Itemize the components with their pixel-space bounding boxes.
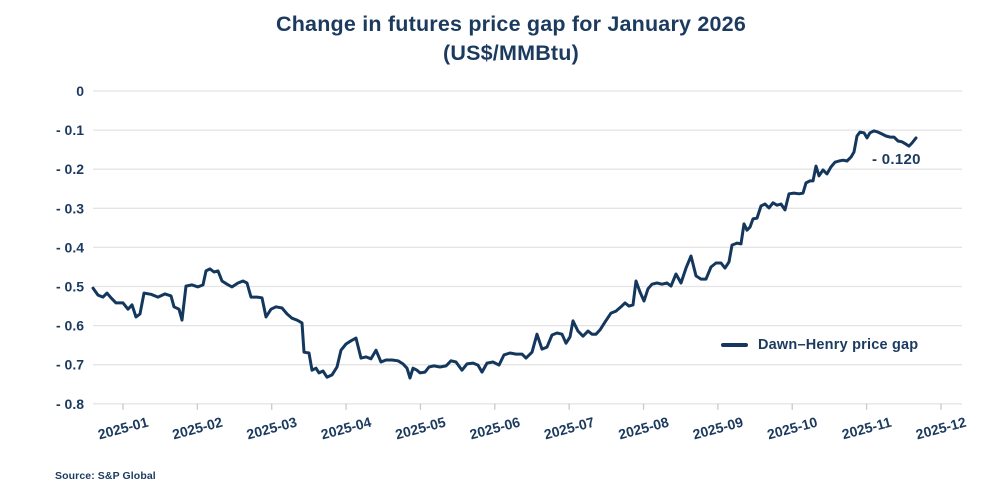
source-note: Source: S&P Global — [55, 470, 156, 482]
last-value-annotation: - 0.120 — [872, 151, 921, 168]
y-tick-label: - 0.7 — [56, 357, 84, 373]
y-tick-label: - 0.3 — [56, 200, 84, 216]
x-tick-label: 2025-01 — [96, 414, 150, 443]
legend-line-swatch — [721, 342, 748, 347]
x-tick-label: 2025-08 — [617, 414, 671, 443]
chart-title-line1: Change in futures price gap for January … — [276, 12, 746, 36]
legend-label: Dawn–Henry price gap — [758, 336, 919, 353]
chart-title: Change in futures price gap for January … — [11, 10, 1000, 68]
x-tick-label: 2025-10 — [765, 414, 819, 443]
y-tick-label: - 0.1 — [56, 122, 84, 138]
y-tick-label: - 0.4 — [56, 239, 84, 255]
x-tick-label: 2025-05 — [394, 414, 448, 443]
price-line — [91, 129, 918, 380]
x-tick-label: 2025-04 — [319, 414, 373, 443]
x-tick-label: 2025-03 — [245, 414, 299, 443]
y-tick-label: - 0.6 — [56, 318, 84, 334]
x-tick-label: 2025-02 — [170, 414, 224, 443]
x-tick-label: 2025-09 — [691, 414, 745, 443]
chart-title-line2: (US$/MMBtu) — [443, 41, 579, 65]
x-tick-label: 2025-11 — [840, 414, 893, 443]
y-tick-label: 0 — [76, 83, 84, 99]
legend: Dawn–Henry price gap — [721, 336, 918, 353]
x-tick-label: 2025-12 — [914, 414, 968, 443]
y-tick-label: - 0.8 — [56, 396, 84, 412]
x-tick-label: 2025-06 — [468, 414, 522, 443]
y-tick-label: - 0.2 — [56, 161, 84, 177]
y-tick-label: - 0.5 — [56, 279, 84, 295]
x-tick-label: 2025-07 — [542, 414, 596, 443]
